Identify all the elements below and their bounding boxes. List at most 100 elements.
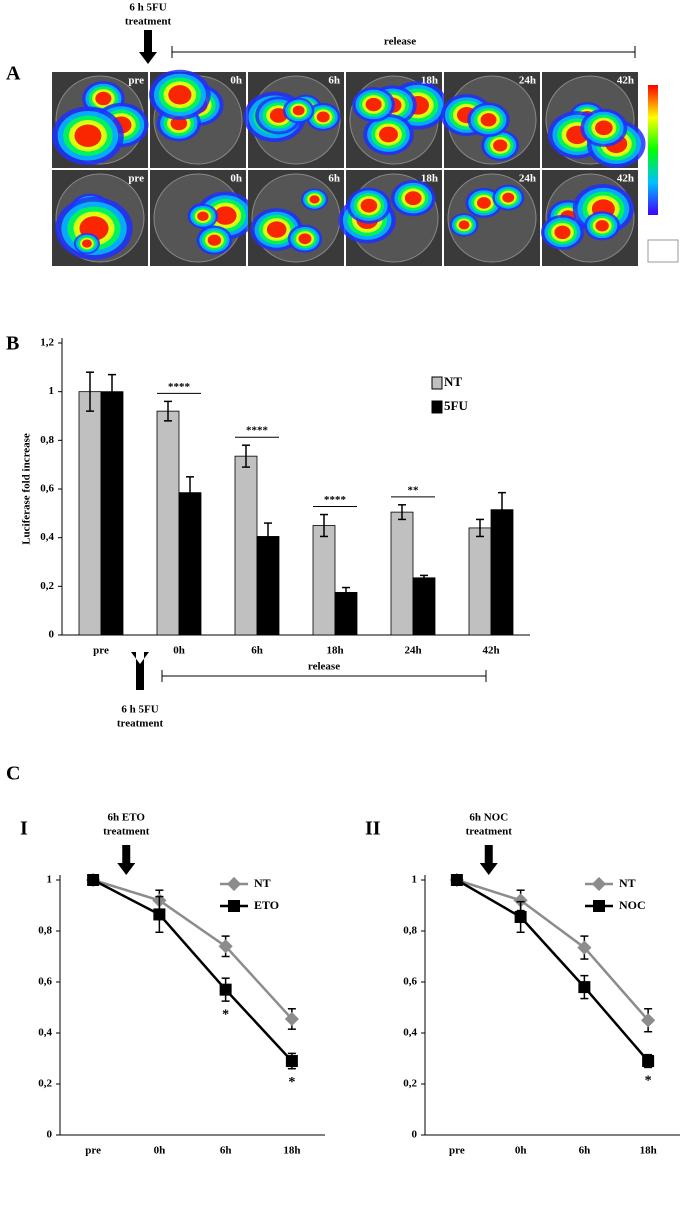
y-tick-label: 1 <box>49 385 55 397</box>
bar <box>468 527 492 636</box>
x-tick-label: 0h <box>515 1145 527 1157</box>
signal <box>458 220 470 230</box>
signal <box>95 91 112 106</box>
image-label: 0h <box>230 173 242 185</box>
line <box>92 878 293 1062</box>
image-label: 42h <box>617 173 634 185</box>
signal <box>480 113 497 127</box>
marker <box>285 1055 298 1068</box>
bar <box>390 511 414 636</box>
signal <box>493 139 508 152</box>
legend-label: NT <box>619 876 636 890</box>
signal <box>316 111 330 123</box>
x-tick-label: 0h <box>173 645 185 657</box>
image-label: 0h <box>230 75 242 87</box>
legend-label: NT <box>254 876 271 890</box>
signal <box>378 126 398 143</box>
signal <box>170 116 188 131</box>
signal <box>197 211 209 222</box>
arrow <box>479 845 498 875</box>
signal <box>595 220 609 232</box>
marker <box>87 874 100 886</box>
y-tick-label: 0,6 <box>38 976 52 988</box>
annotation: treatment <box>103 826 150 838</box>
y-tick-label: 0,6 <box>403 976 417 988</box>
bar <box>256 536 280 636</box>
annotation: release <box>384 36 416 48</box>
image-label: 42h <box>617 75 634 87</box>
marker <box>641 1013 656 1028</box>
legend-marker <box>593 900 605 912</box>
bar <box>312 525 336 636</box>
arrow <box>139 30 157 64</box>
signal <box>404 191 422 206</box>
significance: ** <box>408 484 420 496</box>
bar <box>156 410 180 636</box>
annotation: treatment <box>125 16 172 28</box>
image-label: 24h <box>519 173 536 185</box>
color-scale <box>648 85 658 215</box>
legend-swatch <box>431 400 443 414</box>
significance: **** <box>246 425 269 437</box>
image-label: 18h <box>421 173 438 185</box>
y-tick-label: 0,2 <box>403 1078 417 1090</box>
marker <box>284 1011 299 1027</box>
marker <box>642 1055 655 1068</box>
marker <box>450 874 463 886</box>
significance: **** <box>168 381 191 393</box>
y-tick-label: 1,2 <box>40 337 54 349</box>
y-tick-label: 0 <box>49 629 55 641</box>
annotation: treatment <box>117 718 164 730</box>
significance: **** <box>324 494 347 506</box>
signal <box>168 85 192 105</box>
marker <box>577 940 592 955</box>
significance: * <box>645 1074 652 1089</box>
signal <box>266 221 287 238</box>
line <box>456 878 650 1062</box>
y-tick-label: 1 <box>47 874 53 886</box>
annotation: 6 h 5FU <box>129 2 166 14</box>
signal <box>74 124 102 147</box>
y-tick-label: 0,8 <box>403 925 417 937</box>
annotation: release <box>308 661 340 673</box>
marker <box>514 910 527 923</box>
marker <box>219 983 232 996</box>
significance: * <box>222 1007 229 1022</box>
marker <box>578 981 591 994</box>
image-label: 6h <box>328 173 340 185</box>
signal <box>292 105 305 116</box>
panel-label: II <box>365 818 381 840</box>
y-tick-label: 0 <box>47 1129 53 1141</box>
axis-title: Luciferase fold increase <box>21 433 33 545</box>
x-tick-label: pre <box>93 645 109 657</box>
image-label: 6h <box>328 75 340 87</box>
bar <box>78 391 102 636</box>
signal <box>309 195 320 204</box>
significance: * <box>288 1075 295 1090</box>
y-tick-label: 0,2 <box>40 580 54 592</box>
x-tick-label: 6h <box>251 645 263 657</box>
signal <box>298 233 312 245</box>
legend-label: 5FU <box>444 398 468 413</box>
legend-swatch <box>431 376 443 390</box>
signal <box>476 197 491 209</box>
annotation: treatment <box>466 826 513 838</box>
legend-label: NOC <box>619 898 646 912</box>
y-tick-label: 0,8 <box>40 434 54 446</box>
legend-marker <box>226 876 242 892</box>
bar <box>490 509 514 636</box>
panel-label: I <box>20 818 28 840</box>
signal <box>365 97 382 112</box>
y-tick-label: 0,6 <box>40 483 54 495</box>
legend-marker <box>591 876 607 892</box>
legend-marker <box>228 900 240 912</box>
y-tick-label: 0,8 <box>38 925 52 937</box>
marker <box>513 893 528 908</box>
y-tick-label: 0,4 <box>403 1027 417 1039</box>
bar <box>100 391 124 636</box>
bar <box>412 577 436 636</box>
x-tick-label: 6h <box>579 1145 591 1157</box>
y-tick-label: 1 <box>412 874 418 886</box>
signal <box>207 234 222 246</box>
x-tick-label: 6h <box>220 1145 232 1157</box>
